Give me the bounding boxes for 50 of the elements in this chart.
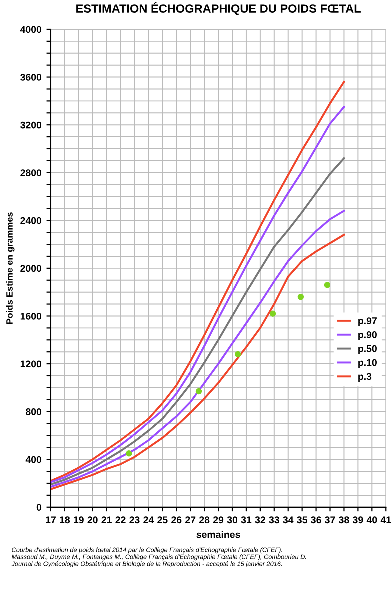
x-tick-label: 33 — [269, 516, 280, 524]
y-tick-label: 3600 — [20, 74, 42, 81]
y-tick-label: 2400 — [20, 217, 42, 224]
x-axis-title: semaines — [196, 531, 240, 538]
point — [324, 282, 331, 288]
y-tick-label: 800 — [26, 408, 42, 416]
x-tick-label: 27 — [186, 516, 196, 524]
point — [298, 294, 304, 300]
legend-label: p.3 — [358, 373, 372, 382]
y-axis-title: Poids Estime en grammes — [6, 212, 15, 324]
x-tick-label: 31 — [241, 516, 252, 524]
x-tick-label: 24 — [144, 516, 154, 524]
x-tick-label: 37 — [325, 516, 336, 524]
x-tick-label: 23 — [130, 516, 140, 524]
legend-label: p.10 — [358, 359, 377, 368]
x-tick-label: 26 — [172, 516, 182, 524]
x-tick-label: 21 — [102, 516, 112, 524]
x-tick-label: 40 — [366, 516, 378, 524]
x-tick-label: 29 — [213, 516, 224, 524]
x-tick-label: 20 — [88, 516, 98, 524]
x-tick-label: 35 — [297, 516, 308, 524]
point — [196, 388, 202, 395]
y-tick-label: 1600 — [20, 312, 42, 320]
chart-title: ESTIMATION ÉCHOGRAPHIQUE DU POIDS FŒTAL — [76, 2, 361, 16]
y-tick-label: 400 — [26, 456, 42, 464]
x-tick-label: 36 — [311, 516, 322, 524]
y-tick-label: 1200 — [20, 360, 42, 368]
x-tick-label: 34 — [283, 516, 294, 524]
y-tick-label: 2000 — [20, 265, 42, 272]
point — [126, 450, 132, 457]
x-tick-label: 38 — [339, 516, 350, 524]
legend-label: p.97 — [358, 318, 377, 326]
y-tick-label: 3200 — [20, 122, 42, 129]
y-tick-label: 0 — [36, 504, 42, 512]
y-tick-label: 2800 — [20, 170, 42, 176]
x-tick-label: 17 — [46, 516, 56, 524]
point — [234, 351, 242, 358]
x-tick-label: 41 — [380, 516, 392, 524]
x-tick-label: 39 — [353, 516, 364, 524]
point — [270, 310, 276, 317]
x-tick-label: 28 — [200, 516, 210, 524]
legend-label: p.90 — [358, 331, 377, 340]
x-tick-label: 18 — [60, 516, 70, 524]
x-tick-label: 32 — [255, 516, 266, 524]
x-tick-label: 25 — [158, 516, 168, 524]
x-tick-label: 19 — [74, 516, 84, 524]
legend-label: p.50 — [358, 345, 377, 354]
y-tick-label: 4000 — [20, 26, 42, 34]
x-tick-label: 22 — [116, 516, 126, 524]
x-tick-label: 30 — [227, 516, 238, 524]
